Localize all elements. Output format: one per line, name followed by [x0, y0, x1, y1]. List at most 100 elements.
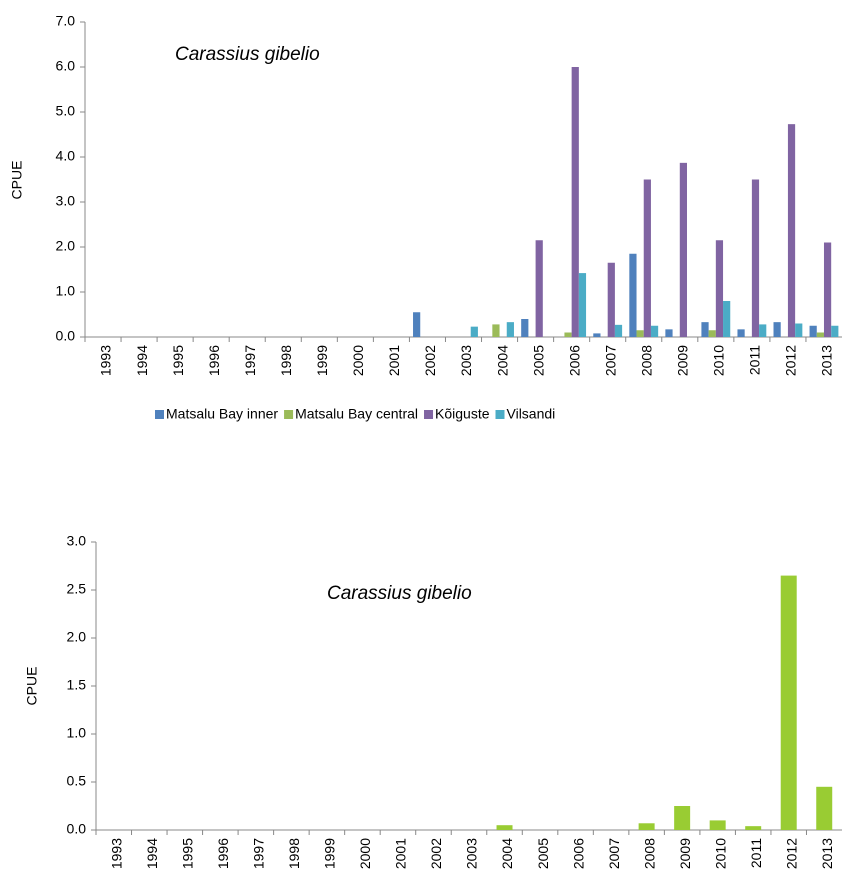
y-tick-label: 6.0 — [56, 58, 76, 74]
bar — [709, 820, 726, 830]
bar — [496, 825, 513, 830]
y-tick-label: 7.0 — [56, 13, 76, 29]
x-tick-label: 2012 — [783, 345, 799, 376]
x-tick-label: 2006 — [570, 838, 586, 869]
x-tick-label: 2004 — [494, 345, 510, 376]
bar — [636, 330, 644, 337]
x-tick-label: 2002 — [428, 838, 444, 869]
y-tick-label: 2.0 — [56, 238, 76, 254]
bar — [413, 312, 421, 337]
bar — [492, 324, 500, 337]
x-tick-label: 2000 — [357, 838, 373, 869]
bar — [816, 786, 833, 830]
legend-swatch — [284, 410, 294, 419]
legend-swatch — [424, 410, 434, 419]
x-tick-label: 2004 — [499, 838, 515, 869]
x-tick-label: 2003 — [464, 838, 480, 869]
bar — [809, 325, 817, 337]
x-tick-label: 2003 — [458, 345, 474, 376]
x-tick-label: 1994 — [134, 345, 150, 376]
y-tick-label: 1.0 — [67, 725, 87, 741]
y-tick-label: 2.0 — [67, 629, 87, 645]
bar — [759, 324, 767, 337]
bar — [650, 325, 659, 337]
x-tick-label: 2010 — [712, 838, 728, 869]
x-tick-label: 2007 — [602, 345, 618, 376]
bar — [751, 179, 760, 337]
x-tick-label: 1996 — [206, 345, 222, 376]
bar — [535, 240, 543, 337]
bar — [593, 333, 601, 337]
bar — [823, 242, 832, 337]
bar — [737, 329, 745, 337]
x-tick-label: 2000 — [350, 345, 366, 376]
x-tick-label: 2002 — [422, 345, 438, 376]
x-tick-label: 2005 — [535, 838, 551, 869]
x-tick-label: 1993 — [98, 345, 114, 376]
x-tick-label: 2013 — [819, 838, 835, 869]
x-tick-label: 1998 — [278, 345, 294, 376]
y-tick-label: 3.0 — [56, 193, 76, 209]
y-tick-label: 0.5 — [67, 773, 87, 789]
y-tick-label: 2.5 — [67, 581, 87, 597]
y-tick-label: 1.0 — [56, 283, 76, 299]
legend-swatch — [155, 410, 164, 419]
bar — [795, 323, 803, 337]
bar — [773, 322, 781, 337]
x-tick-label: 2008 — [641, 838, 657, 869]
x-tick-label: 1998 — [286, 838, 302, 869]
bar — [571, 67, 579, 337]
bar — [679, 162, 687, 337]
bar — [816, 332, 824, 337]
bar — [787, 124, 796, 338]
x-tick-label: 1997 — [242, 345, 258, 376]
x-tick-label: 1993 — [108, 838, 124, 869]
bar — [614, 324, 623, 337]
chart-title: Carassius gibelio — [327, 583, 472, 604]
y-tick-label: 4.0 — [56, 148, 76, 164]
bar — [674, 806, 691, 830]
bar — [470, 326, 478, 337]
y-tick-label: 5.0 — [56, 103, 76, 119]
x-tick-label: 1999 — [314, 345, 330, 376]
bar — [638, 823, 655, 830]
x-tick-label: 2013 — [819, 345, 835, 376]
bar — [578, 273, 587, 337]
y-tick-label: 3.0 — [67, 533, 87, 549]
bar — [506, 322, 514, 337]
bar — [607, 262, 615, 337]
chart-title: Carassius gibelio — [175, 44, 320, 65]
y-tick-label: 1.5 — [67, 677, 87, 693]
y-tick-label: 0.0 — [56, 328, 76, 344]
y-tick-label: 0.0 — [67, 821, 87, 837]
legend-swatch — [495, 410, 505, 419]
legend-label: Vilsandi — [507, 406, 556, 422]
legend-label: Kõiguste — [435, 406, 490, 422]
x-tick-label: 1995 — [180, 838, 196, 869]
x-tick-label: 2007 — [606, 838, 622, 869]
y-axis-label: CPUE — [9, 161, 25, 200]
bar — [780, 575, 797, 830]
bar — [665, 329, 673, 337]
x-tick-label: 2001 — [393, 838, 409, 869]
x-tick-label: 1999 — [322, 838, 338, 869]
bar — [564, 332, 572, 337]
x-tick-label: 2011 — [748, 838, 764, 868]
bar — [715, 240, 724, 337]
bar — [701, 322, 709, 337]
bar — [643, 179, 651, 337]
x-tick-label: 2005 — [530, 345, 546, 376]
x-tick-label: 1996 — [215, 838, 231, 869]
x-tick-label: 2009 — [677, 838, 693, 869]
x-tick-label: 1994 — [144, 838, 160, 869]
bar — [521, 319, 529, 337]
y-axis-label: CPUE — [24, 667, 40, 706]
legend-label: Matsalu Bay central — [295, 406, 418, 422]
bar — [745, 826, 762, 830]
x-tick-label: 2012 — [783, 838, 799, 869]
x-tick-label: 1997 — [251, 838, 267, 869]
bar — [708, 330, 716, 337]
x-tick-label: 2010 — [711, 345, 727, 376]
legend-label: Matsalu Bay inner — [166, 406, 278, 422]
